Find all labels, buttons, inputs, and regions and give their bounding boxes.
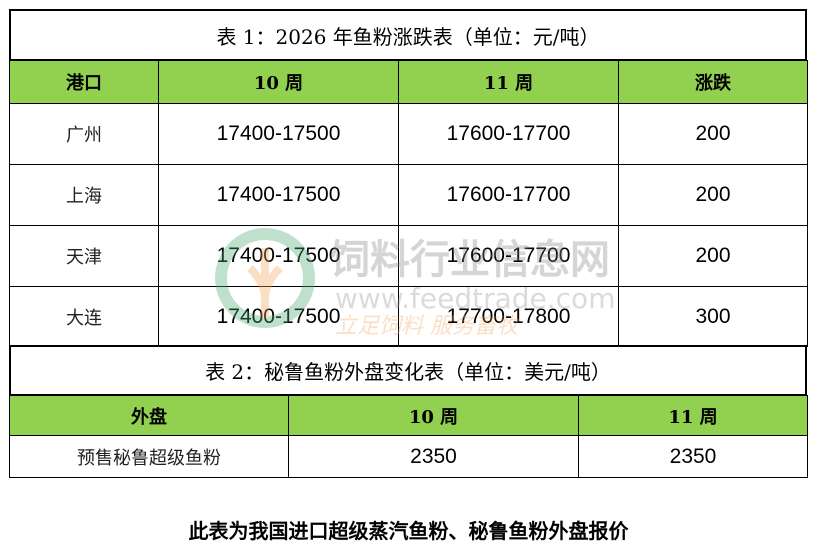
table1-header-cell: 10 周 xyxy=(158,60,399,104)
table2-header-cell: 外盘 xyxy=(9,395,289,436)
table2-header-cell: 10 周 xyxy=(288,395,579,436)
table1-cell: 17400-17500 xyxy=(158,103,399,165)
table1-cell: 200 xyxy=(618,164,808,226)
table2-cell: 预售秘鲁超级鱼粉 xyxy=(9,435,289,478)
table1-cell: 上海 xyxy=(9,164,159,226)
footer-note: 此表为我国进口超级蒸汽鱼粉、秘鲁鱼粉外盘报价 xyxy=(188,519,629,543)
table2-cell: 2350 xyxy=(578,435,808,478)
table1-header-cell: 涨跌 xyxy=(618,60,808,104)
table1-cell: 200 xyxy=(618,225,808,287)
table1-cell: 300 xyxy=(618,286,808,347)
table1-cell: 天津 xyxy=(9,225,159,287)
table1-header-cell: 港口 xyxy=(9,60,159,104)
table2-title: 表 2：秘鲁鱼粉外盘变化表（单位：美元/吨） xyxy=(9,345,807,396)
table1-title: 表 1：2026 年鱼粉涨跌表（单位：元/吨） xyxy=(9,9,807,61)
table1-cell: 17400-17500 xyxy=(158,164,399,226)
table1-header-cell: 11 周 xyxy=(398,60,619,104)
table1-cell: 200 xyxy=(618,103,808,165)
table1-cell: 17400-17500 xyxy=(158,225,399,287)
table2-cell: 2350 xyxy=(288,435,579,478)
table1-cell: 17400-17500 xyxy=(158,286,399,347)
table1-cell: 17600-17700 xyxy=(398,103,619,165)
table1-cell: 17700-17800 xyxy=(398,286,619,347)
table2-header-cell: 11 周 xyxy=(578,395,808,436)
table1-cell: 大连 xyxy=(9,286,159,347)
table1-cell: 17600-17700 xyxy=(398,164,619,226)
table1-cell: 17600-17700 xyxy=(398,225,619,287)
table1-cell: 广州 xyxy=(9,103,159,165)
